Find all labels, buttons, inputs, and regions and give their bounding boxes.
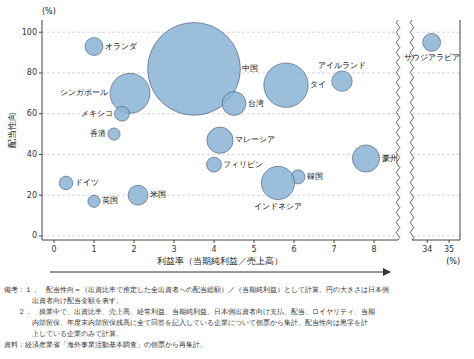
grid-line: [412, 113, 460, 114]
x-tick: [174, 240, 175, 243]
bubble: [59, 176, 73, 190]
x-tick-label: 34: [422, 245, 432, 254]
axis-break: [396, 20, 400, 240]
x-tick-label: 8: [371, 245, 376, 254]
point-label: ドイツ: [75, 178, 99, 187]
x-tick-label: 4: [211, 245, 216, 254]
bubbles: [59, 23, 379, 208]
point-label: タイ: [310, 80, 326, 89]
x-tick-label: 6: [291, 245, 296, 254]
y-tick: [39, 235, 42, 236]
bubble: [128, 185, 148, 205]
y-tick-label: 60: [27, 109, 37, 118]
point-label: 台湾: [248, 99, 264, 108]
panel: 0 20 40 60 80 100 0 1 2 3 4 5 6 7 8 オランダシンガポールメキシコ香港ドイツ…: [4, 7, 398, 349]
x-tick-label: 5: [251, 245, 256, 254]
point-label: メキシコ: [81, 109, 113, 118]
point-label: フィリピン: [223, 160, 263, 169]
unit-annotation: (%): [42, 7, 56, 16]
point-label: オランダ: [105, 42, 138, 51]
bubble: [332, 71, 352, 91]
bubble: [261, 166, 294, 199]
note-line: 出資者向け配当金額を表す。: [4, 297, 123, 305]
x-tick: [134, 240, 135, 243]
x-tick: [449, 240, 450, 243]
grid-line: [412, 235, 460, 236]
x-axis-line: [412, 240, 460, 241]
y-tick: [39, 195, 42, 196]
point-label: インドネシア: [254, 202, 302, 211]
x-axis-arrow: [50, 272, 390, 273]
axis-break: [410, 20, 414, 240]
x-tick: [54, 240, 55, 243]
bubble: [88, 195, 100, 207]
bubble: [264, 63, 308, 107]
bubble: [352, 145, 379, 172]
bubble: [110, 73, 150, 113]
grid-line: [42, 154, 398, 155]
y-tick-label: 100: [22, 28, 37, 37]
point-label: 米国: [150, 190, 166, 199]
bubbles: [423, 33, 441, 51]
chart: 020406080100012345678オランダシンガポールメキシコ香港ドイツ…: [0, 0, 474, 359]
x-tick: [294, 240, 295, 243]
x-tick: [427, 240, 428, 243]
x-tick-label: 7: [331, 245, 336, 254]
note-line: ２． 操業中で、出資比率、売上高、経常利益、当期純利益、日本側出資者向け支払、配…: [4, 308, 375, 316]
point-label: 英国: [102, 196, 118, 205]
x-tick: [334, 240, 335, 243]
y-axis-line: [42, 20, 43, 240]
bubble: [108, 128, 120, 140]
unit-annotation: (%): [446, 257, 460, 266]
bubble: [423, 33, 441, 51]
grid-line: [412, 195, 460, 196]
x-tick: [94, 240, 95, 243]
panel: 3435サウジアラビア(%): [404, 20, 460, 266]
bubble: [115, 106, 130, 121]
bubble: [222, 92, 246, 116]
x-tick-label: 3: [171, 245, 176, 254]
grid-line: [412, 32, 460, 33]
point-label: アイルランド: [318, 61, 366, 70]
y-axis-label: 配当性向: [7, 112, 17, 148]
y-tick: [39, 32, 42, 33]
y-axis-line: [460, 20, 461, 240]
x-tick-label: 0: [51, 245, 56, 254]
x-axis-label: 利益率（当期純利益／売上高）: [157, 256, 283, 266]
x-tick: [214, 240, 215, 243]
bubble: [207, 127, 233, 153]
note-line: 資料：経済産業省「海外事業活動基本調査」の個票から再集計。: [4, 341, 207, 349]
y-tick: [39, 72, 42, 73]
bubble: [207, 157, 222, 172]
point-label: 中国: [242, 64, 258, 73]
note-line: 内部留保、年度末内部留保残高に全て回答を記入している企業について個票から集計。配…: [4, 319, 368, 327]
grid-line: [412, 72, 460, 73]
x-tick: [254, 240, 255, 243]
x-tick-label: 1: [91, 245, 96, 254]
note-line: 備考：１． 配当性向＝（出資比率で推定した全出資者への配当総額）／（当期純利益）…: [4, 286, 389, 294]
y-tick-label: 0: [32, 231, 37, 240]
y-tick-label: 20: [27, 191, 37, 200]
y-tick-label: 40: [27, 150, 37, 159]
point-label: 香港: [90, 129, 106, 138]
grid-line: [412, 154, 460, 155]
point-label: シンガポール: [60, 88, 108, 97]
x-axis-line: [42, 240, 398, 241]
grid-line: [42, 235, 398, 236]
y-tick-label: 80: [27, 68, 37, 77]
y-tick: [39, 154, 42, 155]
point-label: 豪州: [382, 154, 398, 163]
note-line: 上している企業のみで計算。: [4, 330, 123, 338]
y-tick: [39, 113, 42, 114]
point-label: マレーシア: [235, 135, 275, 144]
x-tick-label: 35: [444, 245, 454, 254]
bubble: [85, 38, 103, 56]
x-tick-label: 2: [131, 245, 136, 254]
x-tick: [374, 240, 375, 243]
point-label: 韓国: [307, 172, 323, 181]
